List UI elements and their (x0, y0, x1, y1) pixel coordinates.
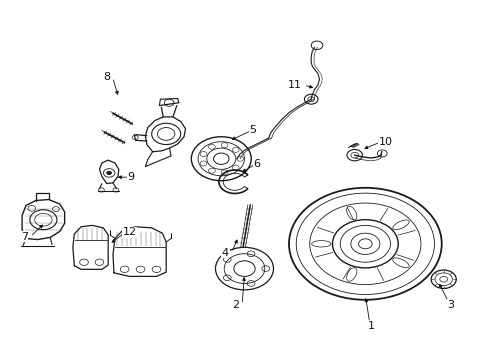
Text: 10: 10 (378, 137, 392, 147)
Text: 6: 6 (253, 159, 260, 169)
Text: 12: 12 (122, 228, 137, 238)
Text: 11: 11 (287, 80, 301, 90)
Circle shape (106, 171, 111, 175)
Text: 9: 9 (127, 172, 134, 182)
Text: 3: 3 (447, 300, 454, 310)
Text: 4: 4 (222, 248, 228, 258)
Text: 8: 8 (103, 72, 110, 82)
Text: 5: 5 (249, 125, 256, 135)
Text: 7: 7 (21, 232, 28, 242)
Text: 1: 1 (367, 321, 374, 331)
Text: 2: 2 (232, 300, 239, 310)
